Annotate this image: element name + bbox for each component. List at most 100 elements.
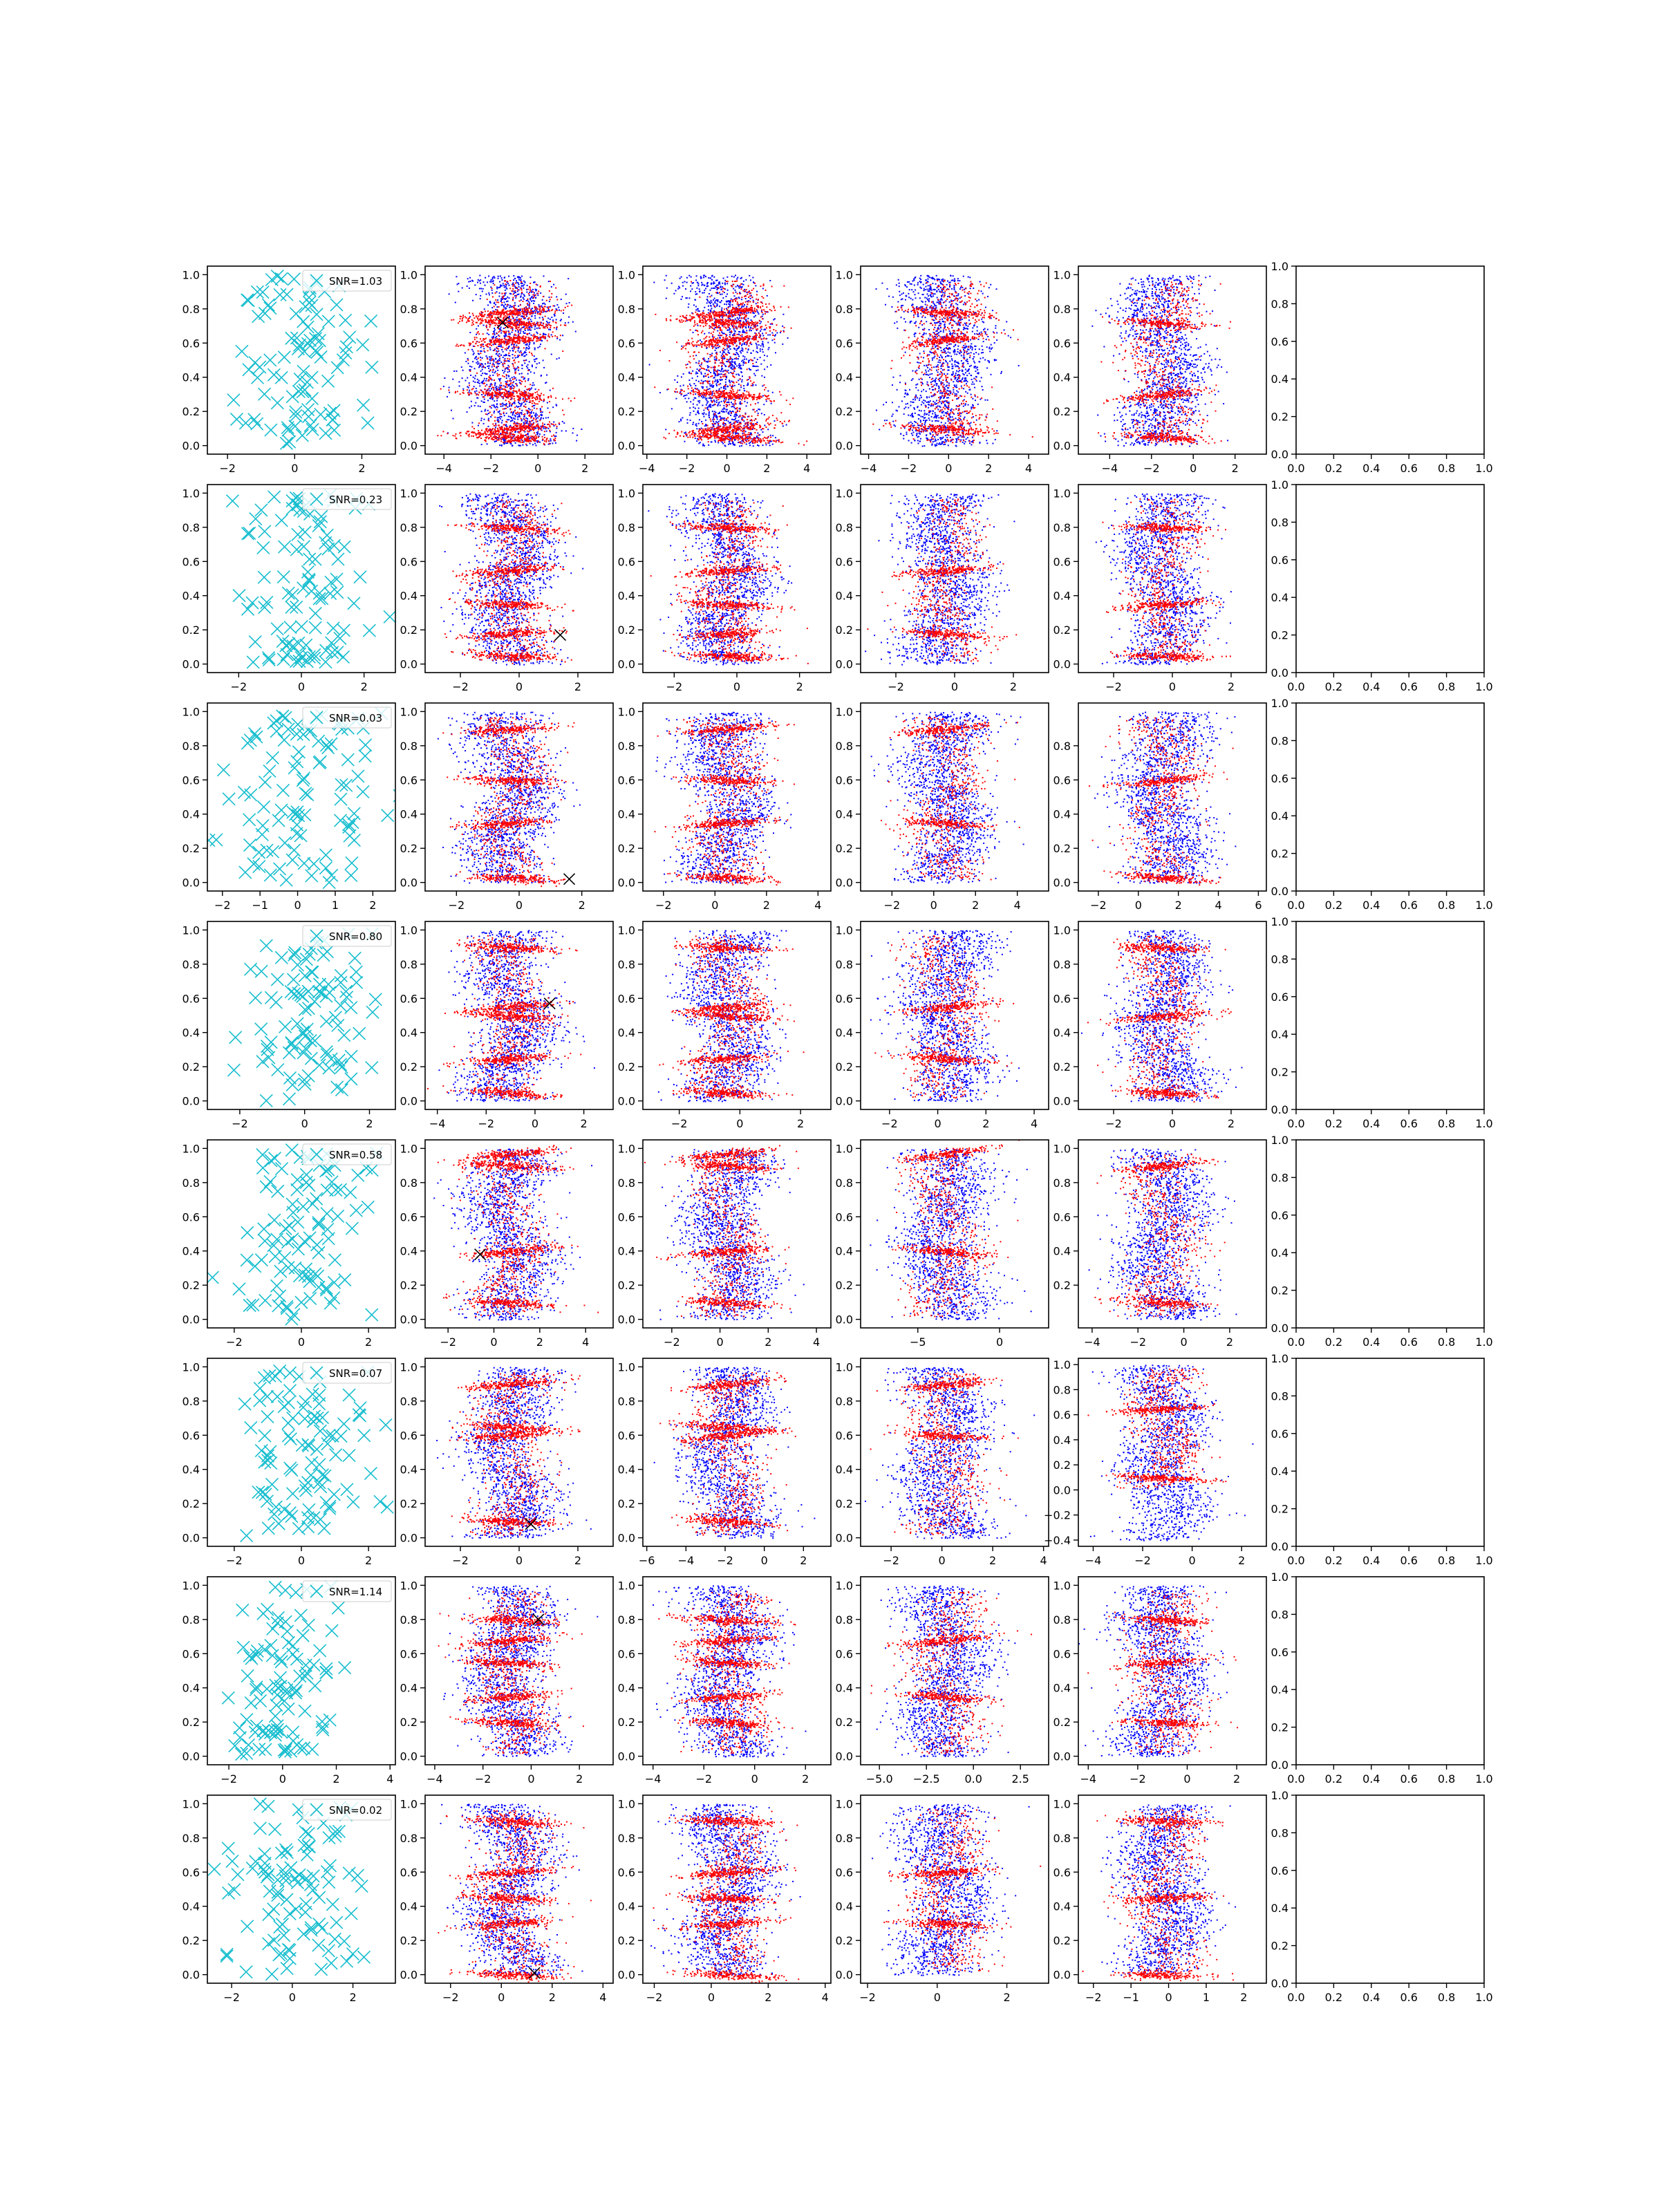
blue-point	[487, 304, 489, 306]
red-point	[727, 346, 729, 348]
blue-point	[780, 332, 781, 333]
red-point	[472, 431, 474, 433]
red-point	[536, 340, 537, 341]
red-point	[495, 362, 496, 363]
blue-point	[469, 407, 470, 409]
red-point	[724, 371, 726, 372]
blue-point	[532, 415, 533, 417]
blue-point	[503, 335, 505, 337]
blue-point	[515, 292, 516, 293]
red-point	[527, 299, 528, 300]
blue-point	[764, 377, 765, 378]
red-point	[503, 434, 504, 435]
blue-point	[734, 419, 735, 420]
blue-point	[681, 276, 682, 278]
red-point	[503, 296, 504, 297]
red-point	[534, 402, 535, 404]
red-point	[513, 324, 514, 326]
blue-point	[703, 410, 704, 411]
red-point	[736, 382, 738, 383]
red-point	[503, 430, 505, 431]
blue-point	[733, 288, 734, 290]
blue-point	[716, 359, 718, 361]
red-point	[512, 382, 514, 384]
blue-point	[762, 341, 763, 342]
y-tick-label: 0.2	[400, 405, 418, 418]
sample-marker	[271, 270, 283, 283]
blue-point	[704, 373, 706, 374]
blue-point	[521, 276, 523, 277]
blue-point	[516, 414, 518, 415]
blue-point	[524, 352, 525, 353]
red-point	[508, 332, 509, 333]
red-point	[711, 332, 712, 334]
red-point	[494, 344, 496, 345]
red-point	[552, 305, 554, 306]
red-point	[512, 379, 514, 380]
red-point	[493, 436, 494, 438]
red-point	[695, 344, 697, 346]
blue-point	[534, 326, 536, 328]
blue-point	[499, 411, 500, 412]
red-point	[491, 438, 492, 440]
red-point	[763, 283, 765, 285]
red-point	[527, 399, 528, 400]
blue-point	[490, 416, 491, 418]
red-point	[473, 315, 474, 316]
blue-point	[467, 363, 469, 364]
red-point	[753, 420, 755, 421]
sample-marker	[249, 357, 261, 369]
red-point	[509, 288, 511, 289]
red-point	[519, 408, 521, 409]
red-point	[496, 347, 497, 348]
red-point	[495, 424, 496, 426]
red-point	[517, 329, 518, 330]
red-point	[525, 340, 526, 341]
red-point	[746, 289, 747, 290]
blue-point	[506, 349, 507, 350]
blue-point	[709, 417, 710, 418]
red-point	[472, 313, 474, 315]
blue-point	[731, 381, 732, 382]
blue-point	[534, 347, 536, 348]
red-point	[523, 308, 525, 309]
blue-point	[531, 327, 532, 328]
red-point	[523, 392, 525, 393]
blue-point	[496, 440, 497, 442]
blue-point	[716, 285, 718, 286]
red-point	[731, 373, 733, 374]
blue-point	[739, 317, 740, 319]
blue-point	[500, 326, 502, 328]
blue-point	[507, 365, 509, 366]
blue-point	[695, 393, 696, 395]
red-point	[516, 325, 518, 326]
blue-point	[751, 344, 752, 345]
sample-marker	[344, 331, 356, 344]
blue-point	[535, 297, 536, 299]
red-point	[543, 326, 544, 328]
blue-point	[508, 419, 509, 420]
blue-point	[503, 306, 505, 308]
blue-point	[701, 282, 702, 283]
red-point	[737, 409, 738, 411]
red-point	[524, 406, 525, 407]
blue-point	[534, 361, 536, 362]
red-point	[468, 431, 469, 432]
blue-point	[683, 395, 684, 397]
red-point	[522, 392, 523, 393]
red-point	[524, 360, 525, 362]
red-point	[512, 310, 514, 311]
red-point	[487, 310, 489, 312]
blue-point	[568, 322, 569, 324]
red-point	[505, 348, 506, 350]
blue-point	[714, 288, 715, 289]
blue-point	[710, 303, 711, 304]
blue-point	[539, 346, 541, 347]
blue-point	[733, 399, 735, 400]
red-point	[500, 434, 502, 435]
blue-point	[733, 276, 735, 278]
red-point	[511, 411, 512, 413]
blue-point	[494, 276, 495, 277]
red-point	[494, 325, 496, 326]
red-point	[525, 406, 527, 408]
